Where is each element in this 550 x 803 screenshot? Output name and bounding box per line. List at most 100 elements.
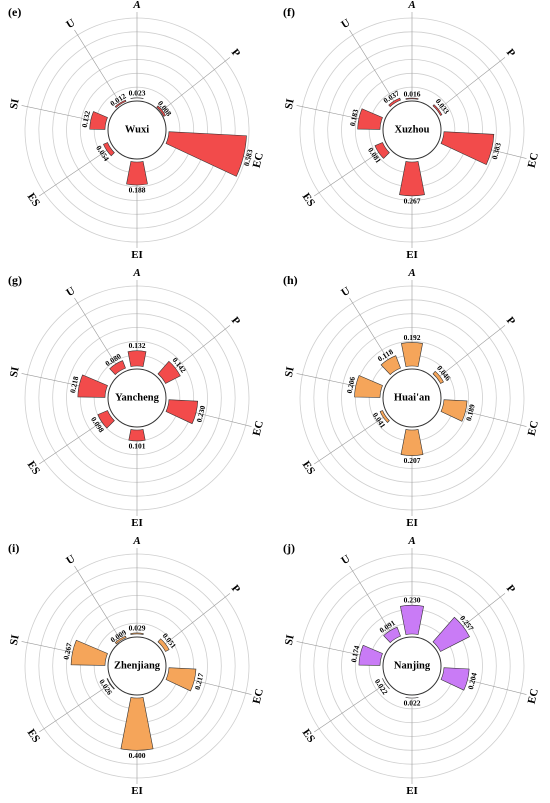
bar-zhenjiang-p — [157, 638, 170, 652]
value-label-xuzhou-si: 0.183 — [348, 108, 360, 127]
city-name-xuzhou: Xuzhou — [394, 125, 429, 136]
axis-spoke — [314, 416, 385, 465]
category-label-ec: EC — [251, 151, 266, 169]
category-label-ei: EI — [406, 249, 418, 261]
value-label-xuzhou-ec: 0.383 — [490, 142, 503, 161]
category-label-si: SI — [283, 634, 297, 647]
category-label-p: P — [504, 315, 518, 328]
value-label-huaian-ec: 0.189 — [464, 403, 477, 422]
category-label-si: SI — [8, 98, 22, 111]
category-label-ec: EC — [526, 687, 541, 705]
category-label-ei: EI — [406, 517, 418, 529]
bar-yancheng-es — [97, 410, 115, 429]
category-label-a: A — [407, 535, 415, 547]
category-label-p: P — [504, 583, 518, 596]
axis-spoke — [74, 297, 120, 371]
axis-spoke — [39, 684, 110, 733]
bar-yancheng-p — [157, 360, 181, 384]
axis-spoke — [349, 297, 395, 371]
category-label-ec: EC — [251, 419, 266, 437]
value-label-huaian-ei: 0.207 — [404, 456, 421, 465]
category-label-ec: EC — [526, 151, 541, 169]
radial-chart-nanjing: (j)0.230A0.257P0.204EC0.022EI0.022ES0.17… — [283, 535, 541, 797]
bar-xuzhou-u — [388, 97, 401, 108]
bar-zhenjiang-si — [70, 639, 108, 666]
category-label-es: ES — [25, 727, 42, 745]
bar-zhenjiang-ei — [120, 697, 154, 751]
value-label-huaian-es: 0.041 — [371, 411, 388, 430]
bar-zhenjiang-a — [130, 632, 144, 635]
panel-letter: (j) — [283, 541, 295, 555]
value-label-xuzhou-ei: 0.267 — [404, 196, 421, 205]
category-label-ei: EI — [131, 785, 143, 797]
category-label-ei: EI — [131, 249, 143, 261]
category-label-a: A — [132, 267, 140, 279]
bar-nanjing-p — [432, 616, 470, 652]
bar-zhenjiang-es — [106, 678, 115, 690]
category-label-ei: EI — [131, 517, 143, 529]
bar-huaian-ei — [400, 429, 424, 456]
chart-panel-wuxi: (e) 0.023 A 0.008 P 0.583 EC 0.188 EI 0.054 ES 0.13… — [0, 0, 275, 267]
value-label-wuxi-ei: 0.188 — [129, 186, 146, 195]
chart-panel-huaian: (h) 0.192 A 0.046 P 0.189 EC 0.207 EI 0.041 ES 0.20… — [275, 267, 550, 535]
bar-wuxi-es — [103, 142, 115, 157]
radial-chart-wuxi: (e)0.023A0.008P0.583EC0.188EI0.054ES0.13… — [8, 0, 266, 261]
bar-xuzhou-ei — [399, 161, 425, 197]
bar-huaian-u — [380, 355, 401, 376]
value-label-zhenjiang-ec: 0.217 — [193, 672, 206, 691]
bar-huaian-p — [432, 370, 444, 384]
bar-wuxi-p — [156, 105, 166, 117]
bar-xuzhou-ec — [440, 131, 495, 166]
value-label-yancheng-a: 0.132 — [129, 341, 146, 350]
value-label-nanjing-ec: 0.204 — [466, 672, 479, 691]
axis-spoke — [74, 29, 120, 103]
bar-yancheng-si — [77, 374, 108, 398]
chart-panel-xuzhou: (f) 0.016 A 0.033 P 0.383 EC 0.267 EI 0.081 ES 0.18… — [275, 0, 550, 267]
chart-panel-nanjing: (j) 0.230 A 0.257 P 0.204 EC 0.022 EI 0.022 ES 0.17… — [275, 535, 550, 803]
bar-yancheng-a — [127, 350, 147, 367]
value-label-yancheng-si: 0.218 — [68, 375, 80, 394]
category-label-es: ES — [25, 191, 42, 209]
category-label-a: A — [407, 267, 415, 279]
bar-nanjing-ec — [440, 667, 470, 691]
value-label-nanjing-si: 0.174 — [349, 644, 361, 663]
panel-letter: (g) — [8, 273, 22, 287]
category-label-ec: EC — [251, 687, 266, 705]
axis-spoke — [349, 29, 395, 103]
city-name-huaian: Huai'an — [394, 393, 430, 404]
category-label-es: ES — [300, 727, 317, 745]
inner-circle — [107, 636, 167, 696]
inner-circle — [107, 368, 167, 428]
category-label-p: P — [229, 47, 243, 60]
value-label-wuxi-ec: 0.583 — [242, 148, 255, 167]
category-label-es: ES — [300, 459, 317, 477]
value-label-yancheng-ei: 0.101 — [129, 441, 146, 450]
value-label-wuxi-a: 0.023 — [129, 88, 146, 97]
chart-panel-zhenjiang: (i) 0.029 A 0.051 P 0.217 EC 0.400 EI 0.026 ES 0.26… — [0, 535, 275, 803]
chart-panel-yancheng: (g) 0.132 A 0.142 P 0.230 EC 0.101 EI 0.098 ES 0.21… — [0, 267, 275, 535]
bar-nanjing-u — [383, 626, 401, 644]
category-label-a: A — [132, 0, 140, 11]
radial-chart-zhenjiang: (i)0.029A0.051P0.217EC0.400EI0.026ES0.26… — [8, 535, 266, 797]
category-label-u: U — [339, 553, 352, 567]
category-label-p: P — [229, 583, 243, 596]
category-label-u: U — [64, 285, 77, 299]
category-label-p: P — [229, 315, 243, 328]
value-label-zhenjiang-a: 0.029 — [129, 623, 146, 632]
value-label-xuzhou-a: 0.016 — [404, 89, 421, 98]
bar-wuxi-ec — [165, 131, 247, 177]
bar-yancheng-ei — [128, 429, 146, 442]
bar-nanjing-si — [358, 644, 383, 666]
category-label-si: SI — [8, 366, 22, 379]
category-label-ec: EC — [526, 419, 541, 437]
bar-nanjing-a — [400, 604, 424, 635]
radial-chart-huaian: (h) 0.192 A 0.046 P 0.189 EC 0.207 EI 0.041 ES 0.20… — [283, 267, 541, 529]
category-label-u: U — [64, 17, 77, 31]
bar-huaian-si — [354, 375, 383, 398]
inner-circle — [382, 636, 442, 696]
value-label-wuxi-si: 0.132 — [80, 110, 92, 129]
axis-spoke — [39, 148, 110, 197]
bar-nanjing-es — [382, 678, 390, 690]
